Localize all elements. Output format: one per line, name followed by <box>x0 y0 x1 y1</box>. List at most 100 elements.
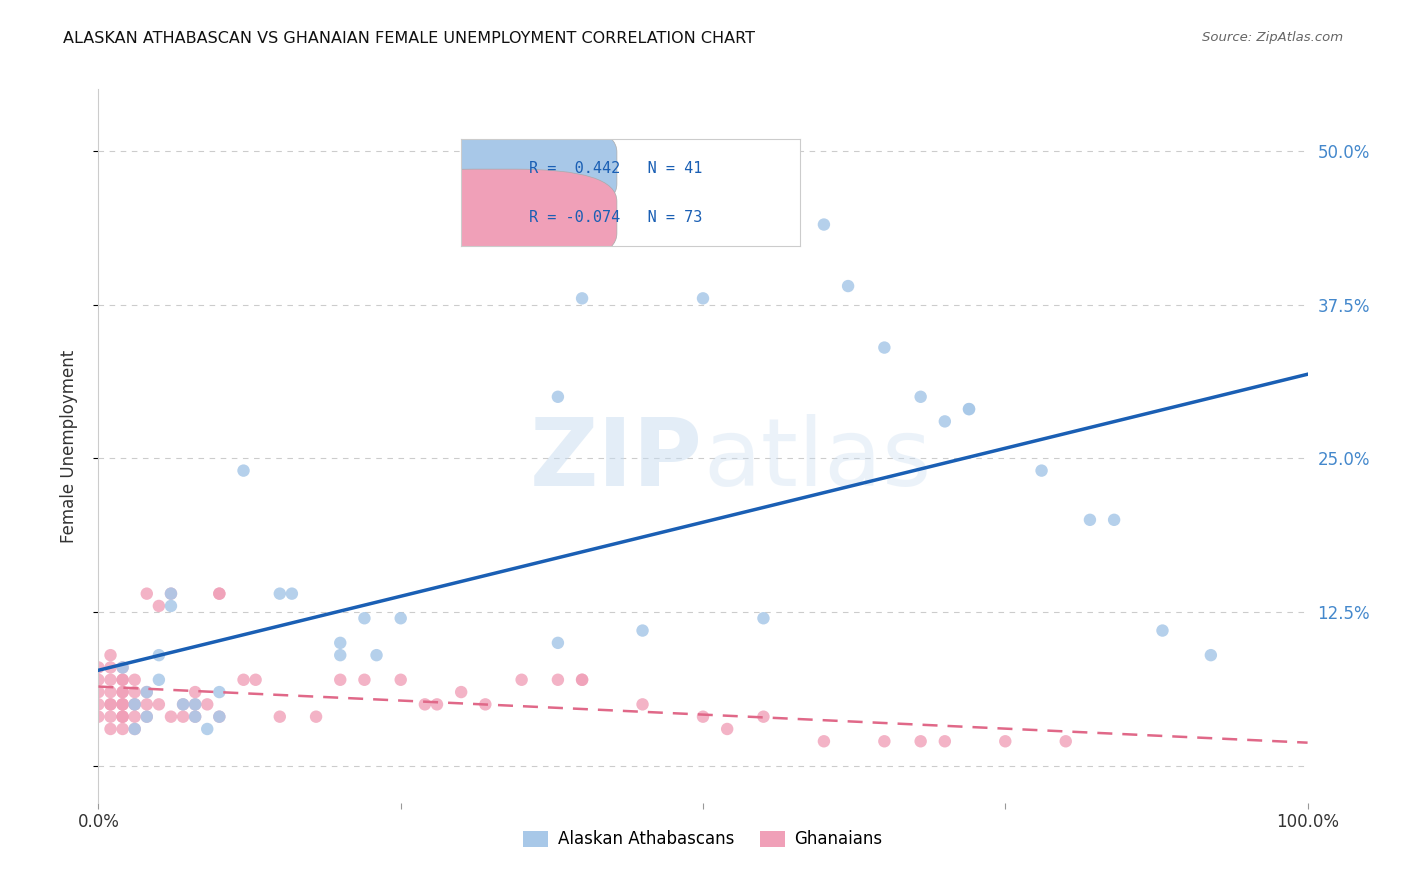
Point <box>111 709 134 723</box>
Point <box>124 685 146 699</box>
Text: Source: ZipAtlas.com: Source: ZipAtlas.com <box>1202 31 1343 45</box>
Point <box>245 673 267 687</box>
Point <box>571 291 593 305</box>
Point <box>100 673 122 687</box>
Point <box>208 709 231 723</box>
Point <box>232 464 254 478</box>
Point <box>752 611 775 625</box>
Point <box>111 685 134 699</box>
Point <box>160 587 183 601</box>
Point <box>1199 648 1222 662</box>
Point <box>1102 513 1125 527</box>
Point <box>195 722 218 736</box>
Point <box>124 698 146 712</box>
Point <box>148 673 170 687</box>
Point <box>994 734 1017 748</box>
Point <box>124 722 146 736</box>
Point <box>450 685 472 699</box>
Point <box>100 722 122 736</box>
Point <box>100 685 122 699</box>
Point <box>100 709 122 723</box>
Point <box>208 685 231 699</box>
Point <box>184 709 207 723</box>
Point <box>510 673 533 687</box>
Point <box>135 685 157 699</box>
Point <box>124 673 146 687</box>
Point <box>184 709 207 723</box>
Point <box>873 341 896 355</box>
Point <box>195 698 218 712</box>
Point <box>571 673 593 687</box>
Text: ALASKAN ATHABASCAN VS GHANAIAN FEMALE UNEMPLOYMENT CORRELATION CHART: ALASKAN ATHABASCAN VS GHANAIAN FEMALE UN… <box>63 31 755 46</box>
Point <box>160 599 183 613</box>
Point <box>208 587 231 601</box>
Point <box>1054 734 1077 748</box>
Point <box>353 673 375 687</box>
Point <box>111 722 134 736</box>
Point <box>111 698 134 712</box>
Point <box>87 685 110 699</box>
Point <box>413 698 436 712</box>
Point <box>269 587 291 601</box>
Point <box>716 722 738 736</box>
Point <box>184 698 207 712</box>
Point <box>957 402 980 417</box>
Point <box>184 698 207 712</box>
Point <box>208 587 231 601</box>
Point <box>124 722 146 736</box>
Point <box>366 648 388 662</box>
Point <box>135 587 157 601</box>
Point <box>571 673 593 687</box>
Point <box>124 698 146 712</box>
Point <box>389 611 412 625</box>
Point <box>269 709 291 723</box>
Point <box>208 709 231 723</box>
Point <box>111 660 134 674</box>
Point <box>172 698 194 712</box>
Point <box>111 709 134 723</box>
Point <box>160 587 183 601</box>
Text: atlas: atlas <box>703 414 931 507</box>
Point <box>135 698 157 712</box>
Point <box>631 698 654 712</box>
Point <box>813 218 835 232</box>
Point <box>692 709 714 723</box>
Point <box>184 685 207 699</box>
Point <box>111 673 134 687</box>
Text: ZIP: ZIP <box>530 414 703 507</box>
Point <box>329 673 352 687</box>
Point <box>135 709 157 723</box>
Point <box>111 685 134 699</box>
Point <box>111 698 134 712</box>
Point <box>389 673 412 687</box>
Point <box>631 624 654 638</box>
Point <box>329 636 352 650</box>
Point <box>353 611 375 625</box>
Point <box>124 698 146 712</box>
Point <box>87 698 110 712</box>
Point <box>1031 464 1053 478</box>
Point <box>813 734 835 748</box>
Point <box>100 698 122 712</box>
Point <box>111 673 134 687</box>
Point <box>547 636 569 650</box>
Point <box>474 698 496 712</box>
Point <box>305 709 328 723</box>
Point <box>148 648 170 662</box>
Point <box>934 414 956 428</box>
Point <box>957 402 980 417</box>
Point <box>100 648 122 662</box>
Point <box>135 685 157 699</box>
Point <box>910 390 932 404</box>
Point <box>329 648 352 662</box>
Point <box>135 709 157 723</box>
Point <box>837 279 859 293</box>
Point <box>172 709 194 723</box>
Point <box>87 709 110 723</box>
Point <box>100 698 122 712</box>
Point <box>87 673 110 687</box>
Point <box>873 734 896 748</box>
Point <box>547 390 569 404</box>
Point <box>124 709 146 723</box>
Point <box>100 660 122 674</box>
